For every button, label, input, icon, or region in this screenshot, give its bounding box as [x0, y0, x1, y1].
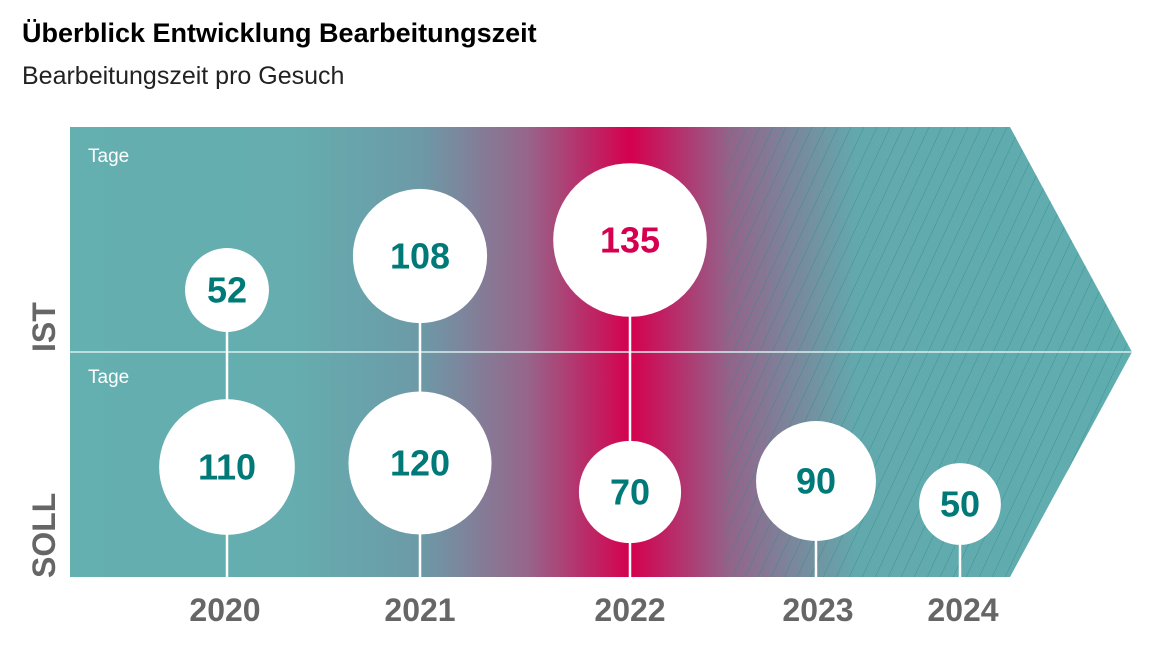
chart-subtitle: Bearbeitungszeit pro Gesuch [22, 62, 345, 90]
data-label-soll-2022: 70 [610, 472, 650, 513]
data-label-soll-2024: 50 [940, 484, 980, 525]
bubble-ist-2020 [185, 248, 269, 332]
bubble-soll-2023 [756, 421, 876, 541]
row-label-ist: IST [26, 302, 62, 352]
bubble-ist-2022 [553, 163, 707, 317]
x-tick-label-2022: 2022 [594, 592, 665, 628]
data-label-ist-2020: 52 [207, 270, 247, 311]
bubble-soll-2021 [348, 391, 492, 535]
bubble-ist-2021 [352, 188, 488, 324]
data-label-ist-2021: 108 [390, 236, 450, 277]
x-tick-label-2024: 2024 [927, 592, 998, 628]
chart-title: Überblick Entwicklung Bearbeitungszeit [22, 18, 537, 48]
bubble-soll-2024 [919, 463, 1001, 545]
data-label-soll-2021: 120 [390, 443, 450, 484]
ist-unit-label: Tage [88, 146, 129, 167]
x-tick-label-2020: 2020 [189, 592, 260, 628]
x-tick-label-2023: 2023 [782, 592, 853, 628]
data-label-soll-2020: 110 [198, 447, 256, 488]
data-label-soll-2023: 90 [796, 461, 836, 502]
x-tick-label-2021: 2021 [384, 592, 455, 628]
soll-unit-label: Tage [88, 367, 129, 388]
row-label-soll: SOLL [26, 493, 62, 578]
bubble-soll-2020 [159, 399, 295, 535]
data-label-ist-2022: 135 [600, 220, 660, 261]
bubble-soll-2022 [578, 440, 682, 544]
